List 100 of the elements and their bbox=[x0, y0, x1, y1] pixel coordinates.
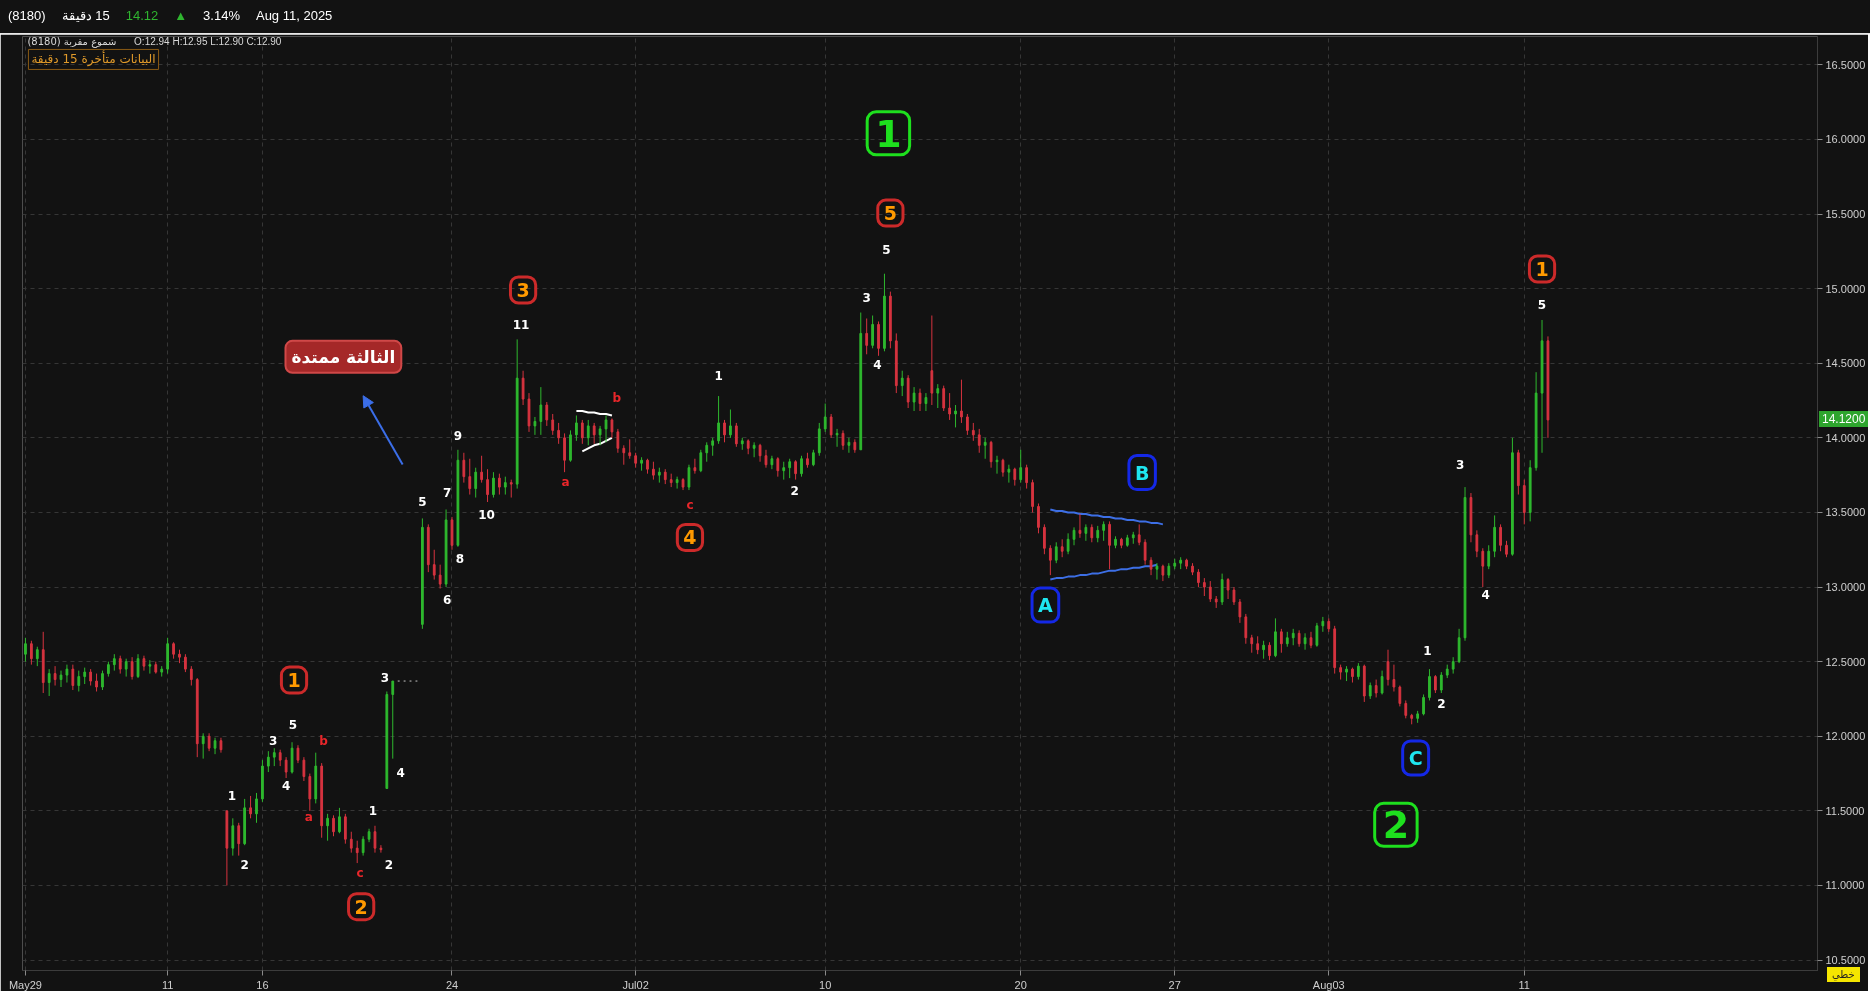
candlestick bbox=[1137, 523, 1141, 546]
y-tick-label: 11.0000 bbox=[1825, 879, 1865, 892]
candlestick bbox=[693, 458, 697, 475]
candlestick bbox=[101, 670, 104, 691]
annotation: 3 bbox=[380, 670, 390, 685]
x-tick-label: 11 bbox=[1518, 978, 1530, 991]
candlestick bbox=[551, 413, 555, 436]
candlestick bbox=[1007, 464, 1011, 484]
x-tick-label: 20 bbox=[1014, 978, 1027, 991]
candlestick bbox=[462, 452, 466, 484]
annotation: الثالثة ممتدة bbox=[291, 346, 396, 367]
annotation: 3 bbox=[1455, 458, 1465, 473]
candlestick bbox=[255, 792, 258, 824]
candlestick bbox=[770, 455, 774, 470]
annotation: 1 bbox=[714, 369, 723, 384]
annotation: 3 bbox=[862, 291, 871, 306]
candlestick bbox=[1102, 520, 1106, 542]
candlestick bbox=[794, 459, 797, 481]
candlestick bbox=[1244, 613, 1248, 645]
candlestick bbox=[65, 664, 69, 684]
candlestick bbox=[438, 564, 442, 590]
candlestick bbox=[1155, 562, 1159, 581]
candlestick bbox=[717, 395, 720, 445]
candlestick bbox=[800, 455, 803, 478]
y-tick-label: 16.0000 bbox=[1825, 133, 1866, 146]
annotation: 1 bbox=[1535, 258, 1549, 280]
x-tick-label: Jul02 bbox=[622, 978, 649, 991]
candlestick bbox=[53, 665, 57, 687]
candlestick bbox=[788, 458, 792, 479]
candlestick bbox=[1274, 617, 1277, 658]
candlestick bbox=[622, 444, 626, 466]
candlestick bbox=[729, 409, 732, 439]
chart-title: (8180) bbox=[8, 7, 46, 26]
candlestick bbox=[201, 732, 205, 760]
candlestick bbox=[948, 392, 952, 421]
candlestick bbox=[924, 392, 928, 412]
annotation: 4 bbox=[873, 358, 882, 373]
text: 14.12 bbox=[125, 7, 159, 26]
annotation: c bbox=[686, 498, 694, 513]
annotation: O:12.94 H:12.95 L:12.90 C:12.90 bbox=[134, 35, 282, 47]
candlestick bbox=[580, 419, 584, 445]
y-tick-label: 15.0000 bbox=[1825, 282, 1866, 295]
candlestick bbox=[877, 320, 880, 357]
y-tick-label: 15.5000 bbox=[1825, 208, 1866, 221]
candlestick bbox=[379, 844, 383, 854]
y-tick-label: 13.5000 bbox=[1825, 506, 1866, 519]
candlestick bbox=[989, 440, 993, 469]
candlestick bbox=[1031, 479, 1034, 513]
line-series bbox=[581, 436, 613, 453]
candlestick bbox=[1025, 464, 1029, 490]
y-tick-label: 14.5000 bbox=[1825, 357, 1866, 370]
candlestick bbox=[983, 437, 987, 460]
candlestick bbox=[290, 741, 294, 775]
annotation: 4 bbox=[1481, 587, 1490, 602]
candlestick bbox=[1238, 598, 1242, 624]
candlestick bbox=[752, 441, 756, 458]
candlestick bbox=[699, 449, 703, 473]
candlestick bbox=[610, 417, 614, 439]
candlestick bbox=[349, 831, 353, 854]
candlestick bbox=[1220, 573, 1224, 606]
candlestick bbox=[391, 680, 395, 760]
candlestick bbox=[906, 374, 910, 409]
candlestick bbox=[829, 413, 833, 439]
candlestick bbox=[148, 659, 152, 675]
candlestick bbox=[533, 416, 537, 436]
candlestick bbox=[586, 419, 590, 446]
y-tick-label: 14.0000 bbox=[1825, 431, 1866, 444]
annotation: 2 bbox=[240, 858, 249, 873]
annotation: c bbox=[356, 865, 364, 880]
annotation: 2 bbox=[354, 895, 368, 918]
candlestick bbox=[936, 383, 940, 409]
candlestick bbox=[249, 795, 252, 819]
candlestick bbox=[598, 425, 602, 446]
annotation: 3 bbox=[516, 278, 530, 301]
candlestick bbox=[474, 467, 478, 499]
annotation: 1 bbox=[287, 669, 301, 692]
text: 15 دقيقة bbox=[61, 7, 110, 26]
candlestick bbox=[734, 422, 738, 448]
candlestick bbox=[1143, 538, 1147, 566]
candlestick bbox=[492, 471, 495, 499]
x-tick-label: Aug03 bbox=[1312, 978, 1345, 991]
annotation: 5 bbox=[288, 717, 298, 732]
text: ▲ bbox=[174, 7, 188, 26]
annotation: b bbox=[319, 733, 329, 748]
x-tick-label: 16 bbox=[256, 978, 269, 991]
candlestick bbox=[1386, 649, 1390, 687]
candlestick bbox=[1019, 449, 1023, 484]
candlestick bbox=[575, 414, 578, 442]
text: 3.14% bbox=[203, 7, 240, 26]
candlestick bbox=[1226, 577, 1230, 600]
annotation: 1 bbox=[875, 111, 902, 156]
candlestick bbox=[1208, 580, 1212, 603]
annotation: 5 bbox=[1537, 298, 1547, 313]
candlestick bbox=[1428, 668, 1431, 701]
candlestick bbox=[954, 404, 957, 428]
annotation: a bbox=[304, 809, 313, 824]
candlestick bbox=[563, 432, 566, 473]
annotation: 11 bbox=[512, 318, 530, 333]
candlestick bbox=[284, 756, 288, 779]
annotation: 1 bbox=[227, 789, 236, 804]
